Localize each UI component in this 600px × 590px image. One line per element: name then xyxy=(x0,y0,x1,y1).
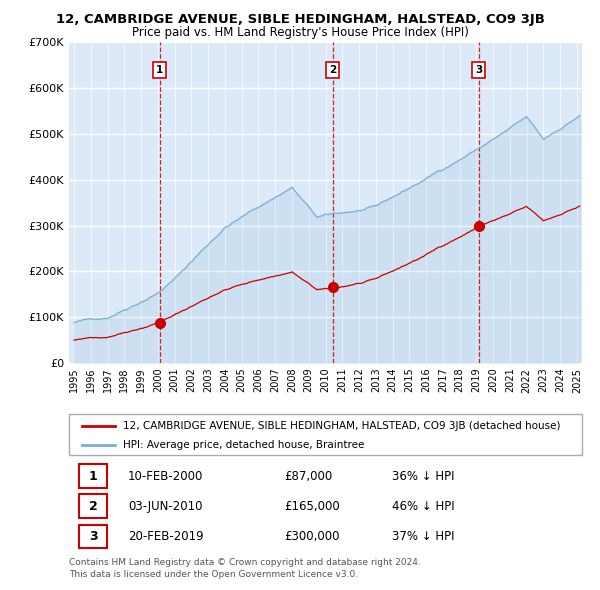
Text: HPI: Average price, detached house, Braintree: HPI: Average price, detached house, Brai… xyxy=(123,440,364,450)
FancyBboxPatch shape xyxy=(79,525,107,548)
Text: 1: 1 xyxy=(156,65,163,75)
FancyBboxPatch shape xyxy=(69,414,582,455)
Text: 2: 2 xyxy=(89,500,98,513)
Text: 10-FEB-2000: 10-FEB-2000 xyxy=(128,470,203,483)
FancyBboxPatch shape xyxy=(79,464,107,488)
Text: 3: 3 xyxy=(89,530,98,543)
Text: 03-JUN-2010: 03-JUN-2010 xyxy=(128,500,202,513)
Text: 37% ↓ HPI: 37% ↓ HPI xyxy=(392,530,455,543)
Text: 12, CAMBRIDGE AVENUE, SIBLE HEDINGHAM, HALSTEAD, CO9 3JB (detached house): 12, CAMBRIDGE AVENUE, SIBLE HEDINGHAM, H… xyxy=(123,421,560,431)
Text: 36% ↓ HPI: 36% ↓ HPI xyxy=(392,470,455,483)
Text: 3: 3 xyxy=(475,65,482,75)
FancyBboxPatch shape xyxy=(79,494,107,518)
Text: Price paid vs. HM Land Registry's House Price Index (HPI): Price paid vs. HM Land Registry's House … xyxy=(131,26,469,39)
Text: 1: 1 xyxy=(89,470,98,483)
Text: 20-FEB-2019: 20-FEB-2019 xyxy=(128,530,203,543)
Text: Contains HM Land Registry data © Crown copyright and database right 2024.
This d: Contains HM Land Registry data © Crown c… xyxy=(69,558,421,579)
Text: £87,000: £87,000 xyxy=(284,470,333,483)
Text: £300,000: £300,000 xyxy=(284,530,340,543)
Text: £165,000: £165,000 xyxy=(284,500,340,513)
Text: 2: 2 xyxy=(329,65,336,75)
Text: 46% ↓ HPI: 46% ↓ HPI xyxy=(392,500,455,513)
Text: 12, CAMBRIDGE AVENUE, SIBLE HEDINGHAM, HALSTEAD, CO9 3JB: 12, CAMBRIDGE AVENUE, SIBLE HEDINGHAM, H… xyxy=(56,13,544,26)
